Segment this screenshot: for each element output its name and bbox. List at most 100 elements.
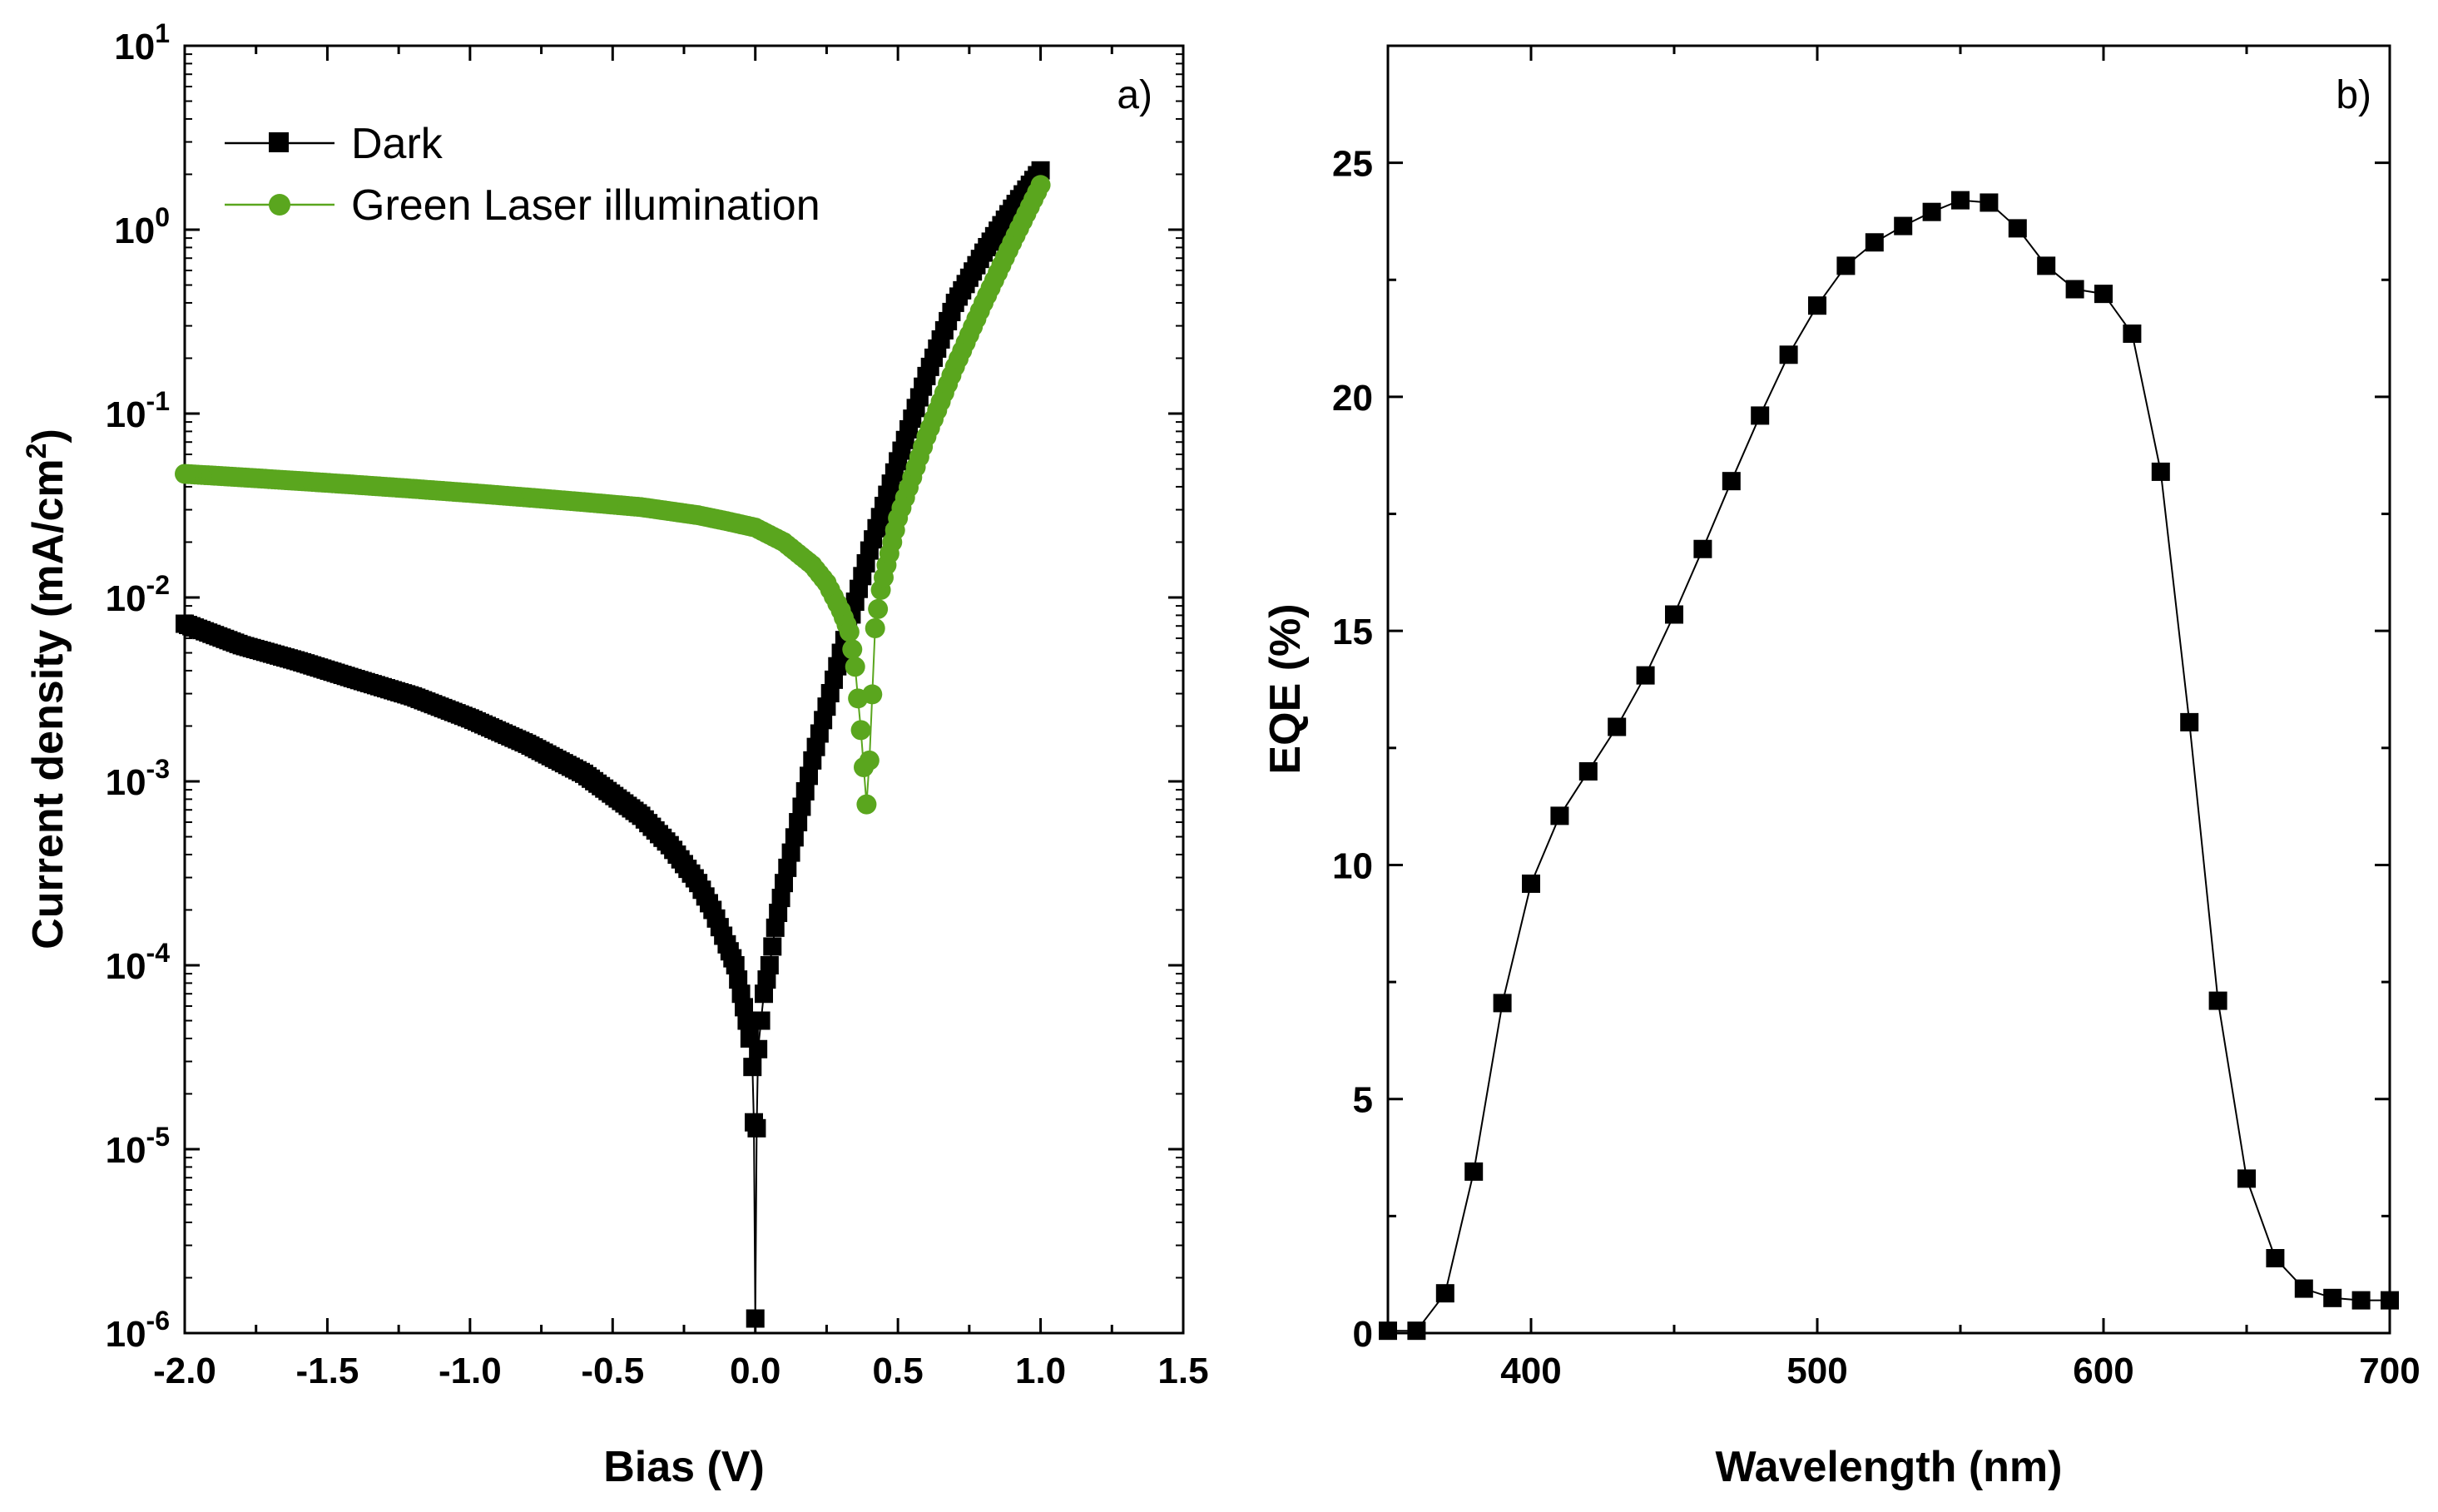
panel-a-x-tick-label: 0.0	[730, 1351, 780, 1391]
data-point	[1779, 345, 1798, 364]
data-point	[785, 828, 804, 847]
panel-a-x-tick-label: -2.0	[153, 1351, 216, 1391]
tick-base: 10	[114, 211, 155, 251]
data-point	[2351, 1291, 2371, 1310]
data-point	[1031, 161, 1050, 180]
panel-a-x-tick-label: -0.5	[581, 1351, 644, 1391]
series-eqe	[1379, 191, 2399, 1341]
tick-base: 10	[106, 762, 146, 803]
panel-b-x-tick-label: 400	[1500, 1351, 1561, 1391]
panel-a-y-tick-label: 100	[114, 202, 170, 251]
panel-a-x-tick-label: 0.5	[873, 1351, 924, 1391]
panel-a-y-tick-label: 10-5	[106, 1122, 170, 1171]
legend: Dark Green Laser illumination	[225, 120, 820, 230]
data-point	[2208, 991, 2227, 1010]
data-point	[729, 970, 748, 989]
legend-label-dark: Dark	[351, 120, 443, 168]
data-point	[1665, 605, 1683, 624]
data-point	[850, 720, 871, 741]
data-point	[746, 1309, 765, 1328]
panel-a-y-axis-title-main: Current density (mA/cm	[24, 459, 72, 949]
tick-base: 10	[106, 394, 146, 435]
data-point	[2180, 712, 2199, 731]
data-point	[1464, 1162, 1484, 1181]
data-point	[868, 598, 889, 619]
tick-exponent: -6	[146, 1306, 170, 1336]
panel-a-y-tick-label: 10-6	[106, 1306, 170, 1355]
data-point	[1722, 472, 1741, 491]
tick-base: 10	[106, 578, 146, 619]
panel-a-y-tick-label: 10-3	[106, 754, 170, 803]
data-point	[769, 903, 788, 922]
data-point	[1808, 296, 1826, 315]
panel-a-x-axis-title: Bias (V)	[603, 1443, 765, 1491]
panel-b-label: b)	[2336, 73, 2371, 117]
data-point	[2008, 219, 2027, 238]
tick-exponent: -1	[146, 386, 170, 416]
data-point	[1836, 256, 1856, 275]
data-point	[2123, 324, 2142, 343]
series-line	[184, 170, 1042, 1319]
data-point	[771, 889, 790, 908]
panel-b: 400 500 600 700 0 5 10 15 20 25 b) Wavelength (n…	[1261, 44, 2421, 1491]
data-point	[755, 984, 773, 1004]
data-point	[856, 794, 877, 815]
tick-exponent: -2	[146, 570, 170, 600]
data-point	[789, 813, 808, 832]
data-point	[2037, 256, 2056, 275]
data-point	[1493, 994, 1512, 1013]
tick-exponent: 0	[155, 202, 170, 232]
legend-marker-dark	[269, 132, 289, 152]
data-point	[1636, 666, 1655, 685]
panel-a-y-axis-title: Current density (mA/cm2)	[21, 429, 72, 949]
panel-a-label: a)	[1117, 73, 1152, 117]
legend-marker-green-laser	[269, 194, 290, 216]
panel-b-x-axis-title: Wavelength (nm)	[1716, 1443, 2063, 1491]
data-point	[747, 1118, 766, 1138]
panel-a-x-tick-labels: -2.0 -1.5 -1.0 -0.5 0.0 0.5 1.0 1.5	[153, 1351, 1209, 1391]
panel-b-y-tick-labels: 0 5 10 15 20 25	[1332, 144, 1373, 1355]
panel-a-plot-frame	[183, 44, 1185, 1335]
panel-b-x-tick-labels: 400 500 600 700	[1500, 1351, 2420, 1391]
data-point	[1379, 1321, 1397, 1341]
data-point	[2294, 1279, 2313, 1298]
data-point	[1608, 717, 1627, 736]
panel-a-x-tick-label: 1.5	[1157, 1351, 1208, 1391]
data-point	[766, 918, 785, 937]
panel-b-y-tick-label: 25	[1332, 144, 1373, 185]
panel-b-y-tick-label: 5	[1353, 1080, 1373, 1121]
panel-b-ticks	[1386, 44, 2391, 1335]
data-point	[749, 1039, 768, 1058]
data-point	[842, 639, 863, 660]
panel-b-x-tick-label: 600	[2073, 1351, 2133, 1391]
panel-b-y-tick-label: 0	[1353, 1314, 1373, 1355]
data-point	[2094, 285, 2113, 304]
tick-base: 10	[106, 946, 146, 987]
data-point	[795, 781, 815, 801]
data-point	[1522, 874, 1540, 893]
data-point	[778, 858, 797, 877]
panel-a-x-tick-label: -1.0	[439, 1351, 502, 1391]
data-point	[1407, 1321, 1426, 1341]
tick-base: 10	[106, 1314, 146, 1355]
panel-a-y-tick-label: 10-4	[106, 938, 171, 987]
panel-b-x-tick-label: 500	[1786, 1351, 1847, 1391]
data-point	[1030, 175, 1051, 196]
panel-b-y-tick-label: 15	[1332, 612, 1373, 652]
panel-a-ticks	[183, 44, 1185, 1335]
data-point	[763, 937, 782, 956]
data-point	[2381, 1291, 2399, 1310]
legend-label-green-laser: Green Laser illumination	[351, 181, 820, 230]
panel-a-y-tick-label: 10-1	[106, 386, 170, 435]
panel-a-y-axis-title-close: )	[24, 429, 72, 443]
panel-b-plot-frame	[1386, 44, 2391, 1335]
data-point	[1578, 761, 1598, 781]
data-point	[775, 874, 793, 893]
panel-b-x-tick-label: 700	[2359, 1351, 2420, 1391]
panel-a-x-tick-label: 1.0	[1015, 1351, 1066, 1391]
panel-a: -2.0 -1.5 -1.0 -0.5 0.0 0.5 1.0 1.5 10110010-11…	[21, 18, 1209, 1491]
data-point	[859, 750, 880, 771]
data-point	[862, 684, 883, 705]
